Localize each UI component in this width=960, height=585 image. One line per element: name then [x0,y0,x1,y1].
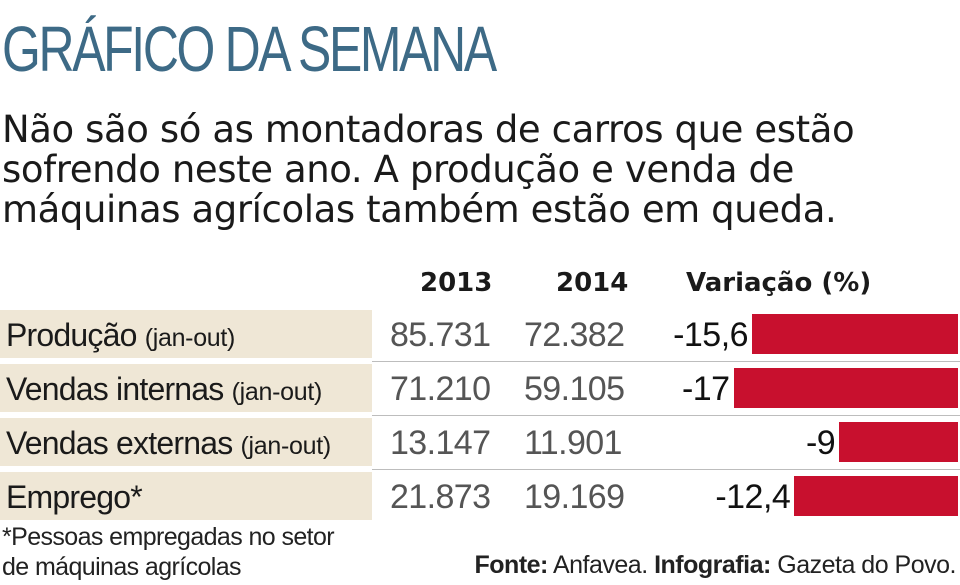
column-header-2013: 2013 [420,268,493,298]
row-name: Vendas internas [6,371,224,407]
column-header-2014: 2014 [556,268,629,298]
row-label-background [0,472,372,520]
footnote-line: *Pessoas empregadas no setor [2,523,335,551]
footnote-line: de máquinas agrícolas [2,553,242,581]
subtitle-line: sofrendo neste ano. A produção e venda d… [2,148,794,191]
row-divider [372,469,960,470]
variation-bar [733,368,958,408]
variation-bar [794,476,958,516]
table-row: Emprego* 21.873 19.169 -12,4 [0,472,960,520]
source-credit: Fonte: Anfavea. Infografia: Gazeta do Po… [474,550,957,580]
table-row: Vendas internas (jan-out) 71.210 59.105 … [0,364,960,412]
credit-label: Infografia: [654,551,771,579]
variation-label: -9 [805,424,836,462]
row-period: (jan-out) [144,324,236,352]
table-row: Produção (jan-out) 85.731 72.382 -15,6 [0,310,960,358]
value-2014: 11.901 [524,424,622,462]
value-2013: 21.873 [390,478,491,516]
row-period: (jan-out) [231,378,323,406]
subtitle-line: máquinas agrícolas também estão em queda… [2,188,837,231]
row-label: Vendas externas (jan-out) [6,424,331,465]
row-name: Emprego* [6,479,143,515]
chart-title: GRÁFICO DA SEMANA [2,13,497,85]
row-period: (jan-out) [240,432,331,460]
row-label-background [0,364,372,412]
value-2013: 85.731 [390,316,491,354]
source-label: Fonte: [474,551,549,579]
value-2014: 59.105 [524,370,625,408]
row-label-background [0,310,372,358]
table-row: Vendas externas (jan-out) 13.147 11.901 … [0,418,960,466]
value-2014: 19.169 [524,478,625,516]
chart-subtitle: Não são só as montadoras de carros que e… [2,110,952,230]
row-label: Emprego* [6,478,143,519]
row-name: Produção [6,317,137,353]
footnote: *Pessoas empregadas no setor de máquinas… [2,522,382,582]
variation-label: -12,4 [715,478,791,516]
row-label: Vendas internas (jan-out) [6,370,322,411]
row-divider [372,415,960,416]
source-value: Anfavea. [547,551,655,579]
column-header-variation: Variação (%) [686,268,872,298]
row-label-background [0,418,372,466]
variation-bar [839,422,958,462]
value-2013: 13.147 [390,424,491,462]
row-name: Vendas externas [6,425,241,461]
credit-value: Gazeta do Povo. [770,551,956,579]
row-divider [372,361,960,362]
value-2014: 72.382 [524,316,625,354]
variation-label: -15,6 [673,316,749,354]
variation-label: -17 [681,370,730,408]
row-label: Produção (jan-out) [6,316,235,357]
variation-bar [752,314,958,354]
subtitle-line: Não são só as montadoras de carros que e… [2,108,855,151]
value-2013: 71.210 [390,370,491,408]
